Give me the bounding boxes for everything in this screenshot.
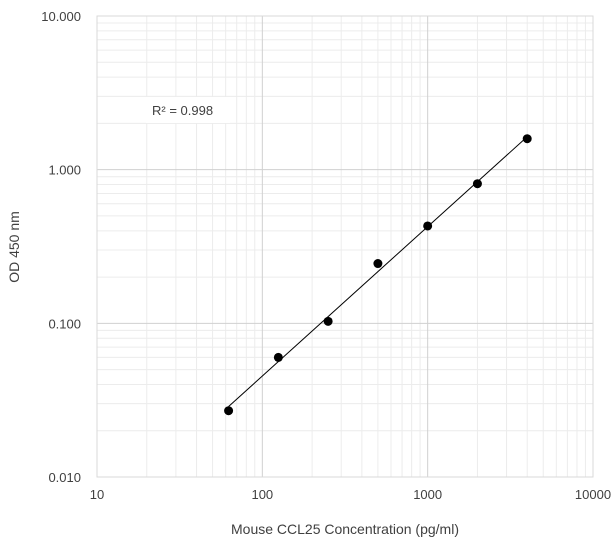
data-point: [273, 352, 283, 362]
x-axis-title: Mouse CCL25 Concentration (pg/ml): [231, 521, 459, 537]
major-gridlines: [96, 15, 594, 478]
x-axis-tick-labels: 10 100 1000 10000: [90, 487, 611, 502]
x-tick-label: 1000: [413, 487, 442, 502]
data-points: [224, 134, 532, 416]
y-axis-tick-labels: 0.010 0.100 1.000 10.000: [41, 9, 81, 485]
data-point: [224, 406, 234, 416]
data-point: [323, 316, 333, 326]
r-squared-annotation: R² = 0.998: [152, 103, 213, 118]
annotation-background: [146, 97, 230, 123]
y-tick-label: 0.010: [48, 470, 81, 485]
x-tick-label: 10000: [575, 487, 611, 502]
plot-area-frame: [96, 15, 594, 478]
y-tick-label: 0.100: [48, 316, 81, 331]
x-tick-label: 10: [90, 487, 104, 502]
data-point: [472, 179, 482, 189]
y-tick-label: 1.000: [48, 163, 81, 178]
data-point: [423, 221, 433, 231]
minor-gridlines: [97, 16, 593, 477]
y-axis-title: OD 450 nm: [6, 211, 22, 283]
y-tick-label: 10.000: [41, 9, 81, 24]
x-tick-label: 100: [251, 487, 273, 502]
data-point: [373, 259, 383, 269]
data-point: [522, 134, 532, 144]
